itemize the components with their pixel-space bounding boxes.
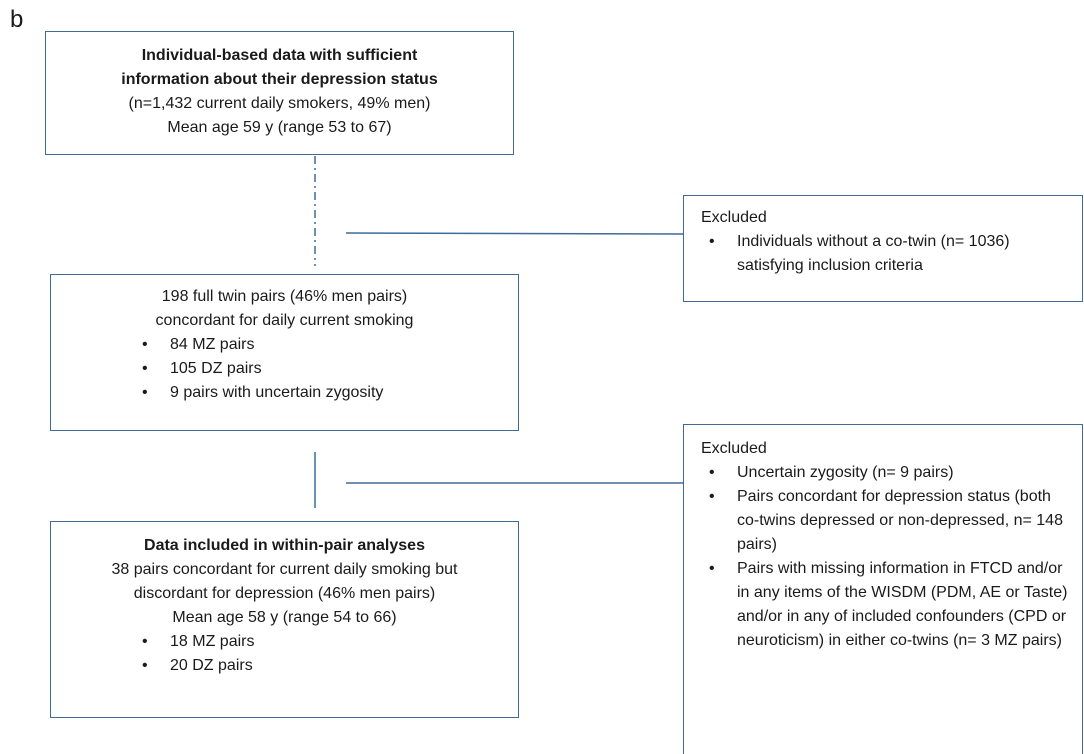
bullet: Pairs concordant for depression status (… <box>709 485 1077 557</box>
bullet: Individuals without a co-twin (n= 1036) … <box>709 230 1037 278</box>
box: Data included in within-pair analyses 38… <box>50 521 519 718</box>
box-text: Mean age 59 y (range 53 to 67) <box>167 119 392 136</box>
box-text: 198 full twin pairs (46% men pairs) <box>161 288 408 305</box>
bullet-list: Individuals without a co-twin (n= 1036) … <box>709 230 1037 278</box>
box-text: discordant for depression (46% men pairs… <box>133 585 436 602</box>
box-title: information about their depression statu… <box>121 71 438 88</box>
bullet: 84 MZ pairs <box>142 333 518 357</box>
exclusion-box: Excluded Individuals without a co-twin (… <box>683 195 1083 302</box>
box-text: concordant for daily current smoking <box>155 312 414 329</box>
box-title: Data included in within-pair analyses <box>144 537 425 554</box>
bullet: Pairs with missing information in FTCD a… <box>709 557 1077 653</box>
bullet: 18 MZ pairs <box>142 630 518 654</box>
bullet-list: Uncertain zygosity (n= 9 pairs) Pairs co… <box>709 461 1077 653</box>
bullet-list: 18 MZ pairs 20 DZ pairs <box>142 630 518 678</box>
panel-label: b <box>10 6 24 33</box>
box-text: 38 pairs concordant for current daily sm… <box>111 561 458 578</box>
bullet: Uncertain zygosity (n= 9 pairs) <box>709 461 1077 485</box>
bullet: 9 pairs with uncertain zygosity <box>142 381 518 405</box>
exclusion-box: Excluded Uncertain zygosity (n= 9 pairs)… <box>683 424 1083 754</box>
box-text: Mean age 58 y (range 54 to 66) <box>172 609 397 626</box>
exclusion-heading: Excluded <box>701 209 767 226</box>
connector <box>345 232 684 235</box>
box: Individual-based data with sufficient in… <box>45 31 514 155</box>
box: 198 full twin pairs (46% men pairs) conc… <box>50 274 519 431</box>
bullet: 105 DZ pairs <box>142 357 518 381</box>
box-title: Individual-based data with sufficient <box>141 47 418 64</box>
exclusion-heading: Excluded <box>701 440 767 457</box>
box-text: (n=1,432 current daily smokers, 49% men) <box>128 95 431 112</box>
bullet-list: 84 MZ pairs 105 DZ pairs 9 pairs with un… <box>142 333 518 405</box>
bullet: 20 DZ pairs <box>142 654 518 678</box>
